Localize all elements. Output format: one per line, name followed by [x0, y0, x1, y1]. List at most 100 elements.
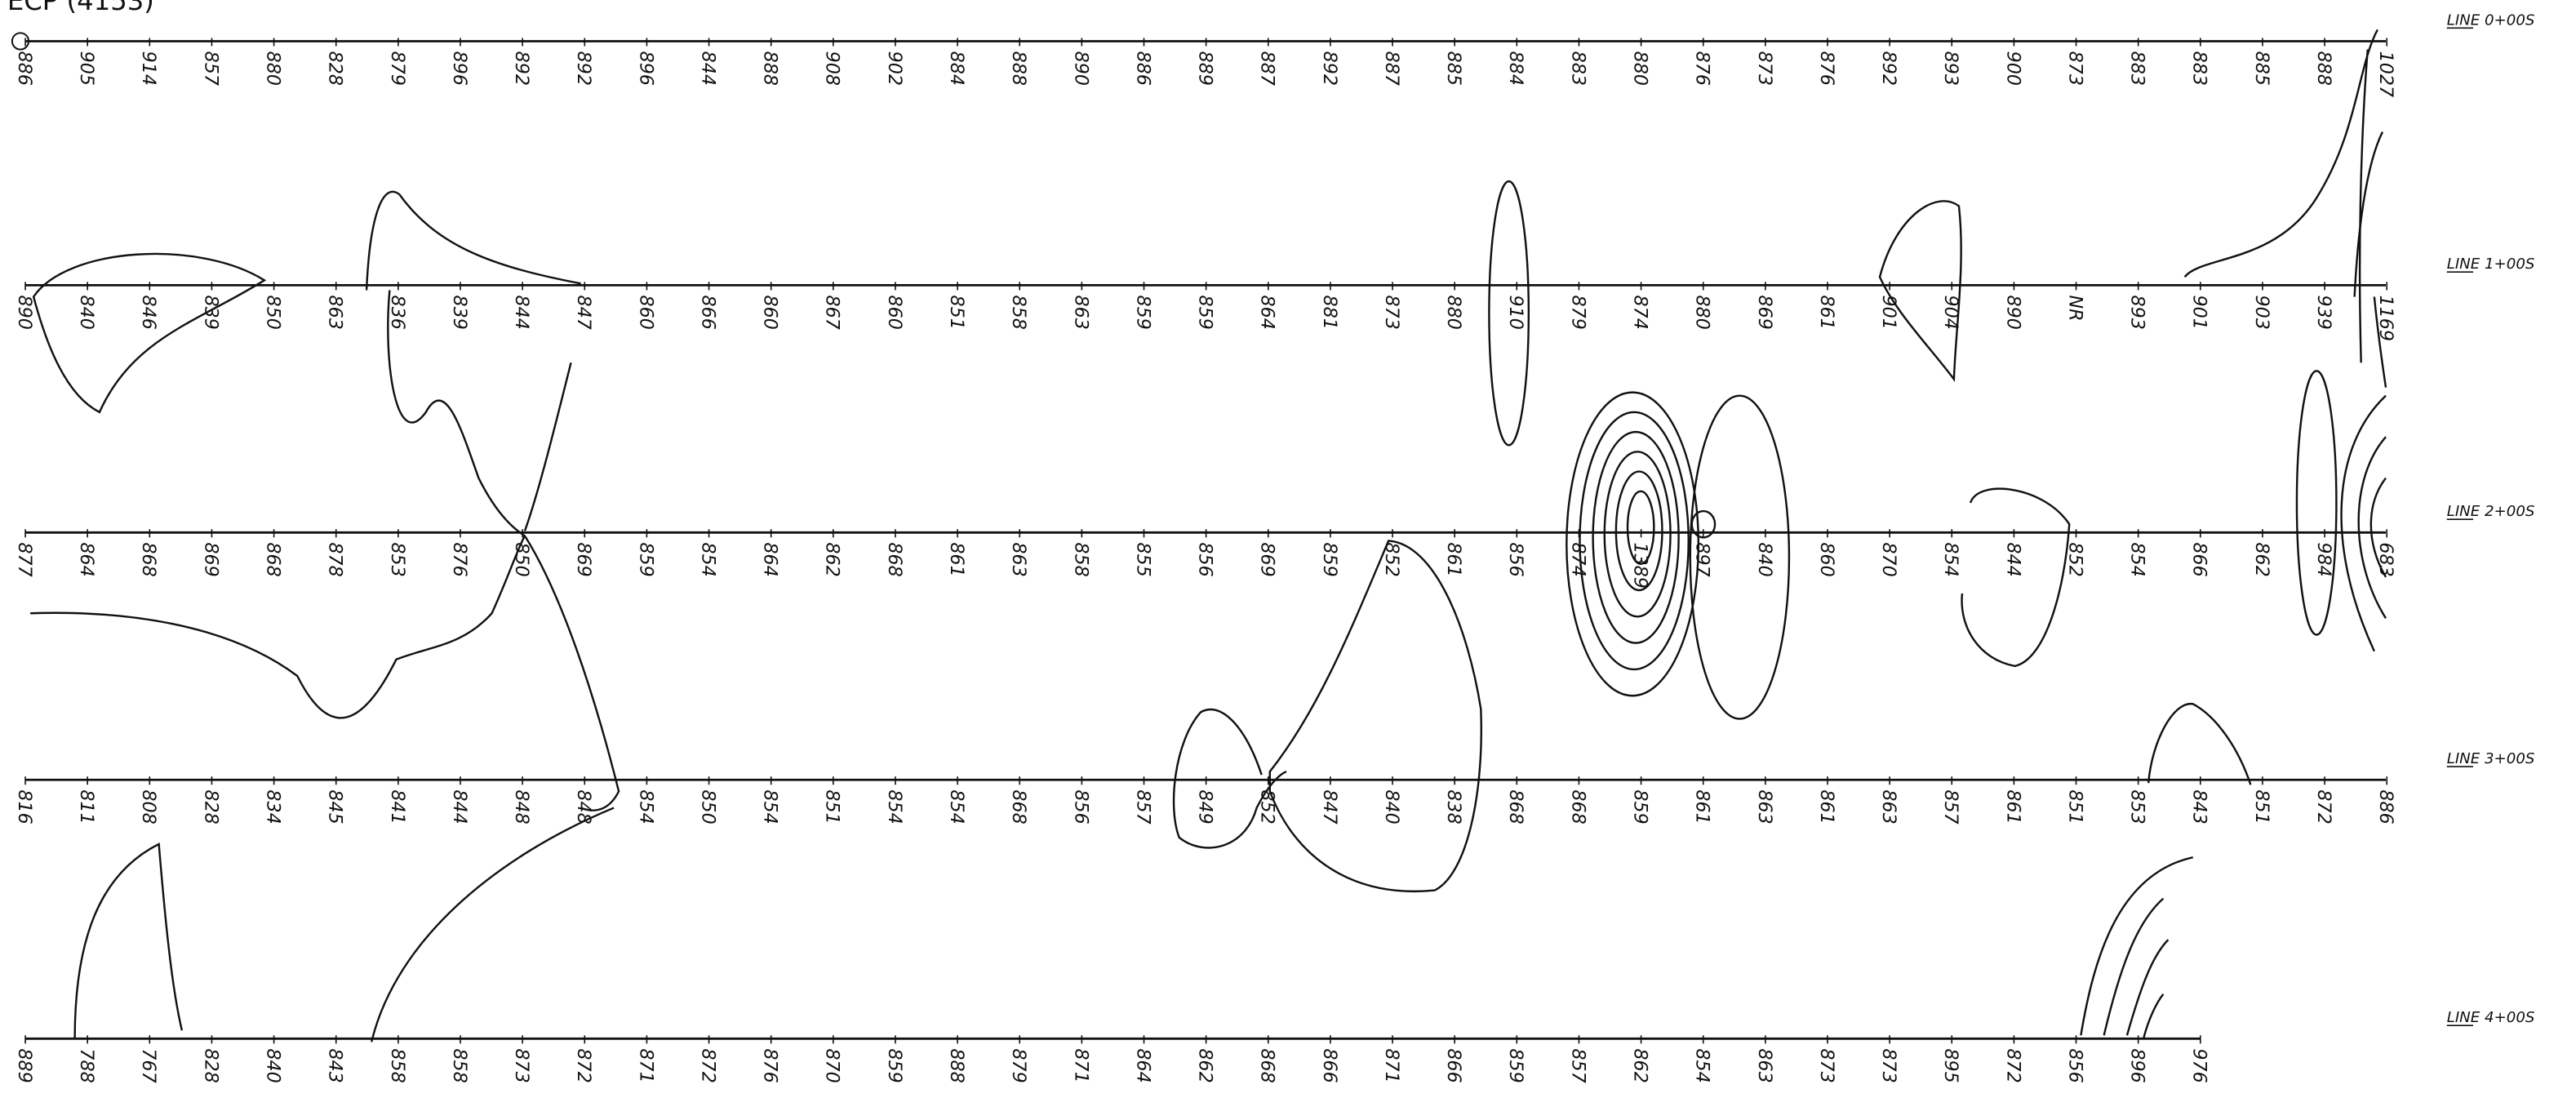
station-reading: 976 — [2189, 1048, 2210, 1082]
station-reading: 864 — [760, 542, 781, 576]
station-reading: 854 — [2127, 542, 2148, 576]
station-reading: 870 — [822, 1048, 843, 1082]
contour — [75, 844, 182, 1038]
station-reading: 863 — [1754, 1048, 1775, 1082]
station-reading: 892 — [1319, 51, 1340, 86]
station-reading: 901 — [2189, 295, 2210, 329]
contour — [2185, 29, 2378, 277]
station-reading: 886 — [14, 51, 35, 86]
contour — [366, 192, 581, 291]
station-reading: 890 — [1070, 51, 1091, 86]
station-reading: 851 — [822, 789, 843, 824]
station-reading: 869 — [1754, 295, 1775, 329]
station-reading: 852 — [2064, 542, 2085, 576]
station-reading: 871 — [1070, 1048, 1091, 1082]
station-reading: 850 — [697, 789, 718, 824]
line-label: LINE 0+00S — [2447, 11, 2535, 29]
station-reading: 852 — [1381, 542, 1402, 576]
station-reading: 848 — [573, 789, 594, 824]
station-reading: 861 — [1816, 789, 1837, 824]
station-reading: 1389 — [1630, 542, 1651, 589]
station-reading: 868 — [1567, 789, 1588, 824]
station-reading: 836 — [387, 295, 408, 329]
station-reading: 847 — [573, 295, 594, 329]
station-reading: 869 — [200, 542, 221, 576]
station-reading: 857 — [200, 51, 221, 86]
station-reading: 860 — [760, 295, 781, 329]
station-reading: 869 — [1257, 542, 1278, 576]
station-reading: 861 — [1692, 789, 1713, 824]
station-reading: 839 — [449, 295, 470, 329]
station-reading: 889 — [1195, 51, 1216, 86]
station-reading: 873 — [1381, 295, 1402, 329]
station-reading: 887 — [1257, 51, 1278, 86]
station-reading: 880 — [1692, 295, 1713, 329]
contour — [1593, 432, 1679, 642]
station-reading: 856 — [1195, 542, 1216, 576]
station-reading: 864 — [76, 542, 97, 576]
contour — [1605, 451, 1671, 616]
station-reading: 896 — [2127, 1048, 2148, 1082]
station-reading: 877 — [14, 542, 35, 576]
station-reading: 873 — [511, 1048, 532, 1082]
station-reading: 872 — [2002, 1048, 2023, 1082]
station-reading: 856 — [2064, 1048, 2085, 1082]
station-reading: 854 — [635, 789, 656, 824]
station-reading: 864 — [1132, 1048, 1153, 1082]
station-reading: 874 — [1630, 295, 1651, 329]
station-reading: 840 — [263, 1048, 284, 1082]
contour — [1880, 201, 1961, 379]
station-reading: 1027 — [2375, 51, 2396, 98]
station-reading: 880 — [1443, 295, 1464, 329]
station-reading: 873 — [1878, 1048, 1899, 1082]
contour — [2359, 437, 2386, 618]
station-reading: 855 — [1132, 542, 1153, 576]
station-reading: 879 — [1567, 295, 1588, 329]
station-reading: 863 — [325, 295, 346, 329]
station-reading: 881 — [1319, 295, 1340, 329]
station-reading: 828 — [325, 51, 346, 86]
station-reading: 884 — [946, 51, 967, 86]
station-reading: 847 — [1319, 789, 1340, 824]
station-reading: 868 — [1505, 789, 1526, 824]
station-reading: 880 — [263, 51, 284, 86]
station-reading: 838 — [1443, 789, 1464, 824]
station-reading: 874 — [1567, 542, 1588, 576]
station-reading: 843 — [2189, 789, 2210, 824]
station-reading: 859 — [1630, 789, 1651, 824]
station-reading: 880 — [1630, 51, 1651, 86]
station-reading: 863 — [1070, 295, 1091, 329]
station-reading: 892 — [1878, 51, 1899, 86]
station-reading: 808 — [138, 789, 159, 824]
station-reading: 893 — [1940, 51, 1961, 86]
station-reading: 904 — [1940, 295, 1961, 329]
station-reading: 869 — [573, 542, 594, 576]
station-reading: 905 — [76, 51, 97, 86]
station-reading: 876 — [760, 1048, 781, 1082]
station-reading: 853 — [2127, 789, 2148, 824]
station-reading: 828 — [200, 789, 221, 824]
station-reading: 901 — [1878, 295, 1899, 329]
station-reading: 834 — [263, 789, 284, 824]
station-reading: 876 — [449, 542, 470, 576]
station-reading: 863 — [1008, 542, 1029, 576]
map-title: ECP (4153) — [7, 0, 154, 16]
station-reading: 876 — [1692, 51, 1713, 86]
station-reading: 984 — [2313, 542, 2334, 576]
station-reading: 883 — [2127, 51, 2148, 86]
station-reading: 844 — [2002, 542, 2023, 576]
station-reading: 864 — [1257, 295, 1278, 329]
station-reading: 878 — [325, 542, 346, 576]
station-reading: 860 — [635, 295, 656, 329]
station-reading: 859 — [1319, 542, 1340, 576]
station-reading: 840 — [1381, 789, 1402, 824]
station-reading: 889 — [14, 1048, 35, 1082]
station-reading: 859 — [1195, 295, 1216, 329]
contour — [525, 536, 619, 810]
station-reading: 866 — [697, 295, 718, 329]
station-reading: 902 — [884, 51, 905, 86]
station-reading: 908 — [822, 51, 843, 86]
station-reading: 840 — [76, 295, 97, 329]
station-reading: 888 — [760, 51, 781, 86]
station-reading: 871 — [1381, 1048, 1402, 1082]
